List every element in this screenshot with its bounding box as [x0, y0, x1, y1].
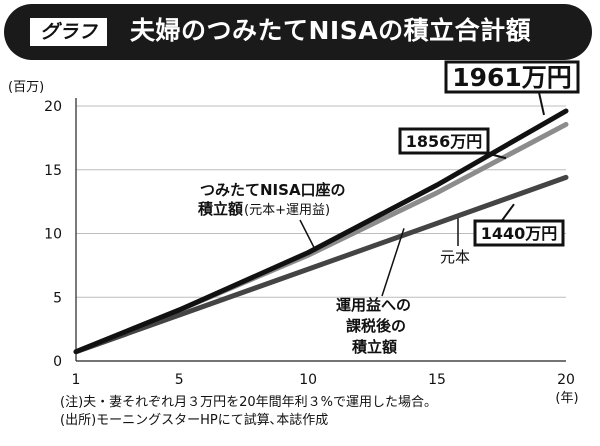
x-tick-label-5: 5	[175, 372, 184, 388]
annotation-taxed-line3: 積立額	[351, 338, 397, 356]
annotation-nisa-line2: 積立額	[197, 200, 243, 218]
chart-title: 夫婦のつみたてNISAの積立合計額	[130, 16, 532, 45]
callout-principal-box	[473, 219, 565, 247]
callout-principal: 1440万円	[481, 224, 558, 243]
callout-total: 1961万円	[452, 63, 572, 92]
x-unit-label: (年)	[555, 391, 578, 406]
annotation-nisa-line1: つみたてNISA口座の	[200, 181, 346, 199]
callout-taxed-box	[398, 127, 490, 155]
title-bar: グラフ 夫婦のつみたてNISAの積立合計額	[4, 4, 592, 60]
series-line-2	[73, 174, 569, 355]
x-tick-label-10: 10	[299, 372, 317, 388]
y-unit-label: (百万)	[8, 80, 44, 95]
annotation-nisa-leader	[299, 219, 317, 252]
annotation-nisa-line2-sub: (元本+運用益)	[244, 203, 330, 218]
y-tick-label-20: 20	[44, 99, 62, 115]
footnote-assumption: (注)夫・妻それぞれ月３万円を20年間年利３%で運用した場合。	[60, 395, 438, 410]
annotation-taxed-leader	[381, 228, 405, 297]
x-tick-label-20: 20	[557, 372, 575, 388]
series-line-0	[73, 108, 569, 355]
y-tick-label-5: 5	[53, 290, 62, 306]
x-tick-label-1: 1	[72, 372, 81, 388]
y-tick-label-0: 0	[53, 354, 62, 370]
x-tick-label-15: 15	[428, 372, 446, 388]
annotation-taxed-line1: 運用益への	[336, 296, 411, 314]
footnote-source: (出所)モーニングスターHPにて試算､本誌作成	[60, 413, 329, 428]
y-tick-label-10: 10	[44, 227, 62, 243]
y-tick-label-15: 15	[44, 163, 62, 179]
callout-total-box	[444, 60, 580, 94]
annotation-principal: 元本	[440, 248, 470, 266]
callout-taxed: 1856万円	[406, 132, 483, 151]
title-tag: グラフ	[30, 18, 108, 46]
annotation-taxed-line2: 課税後の	[346, 317, 406, 335]
series-lines	[73, 108, 569, 355]
